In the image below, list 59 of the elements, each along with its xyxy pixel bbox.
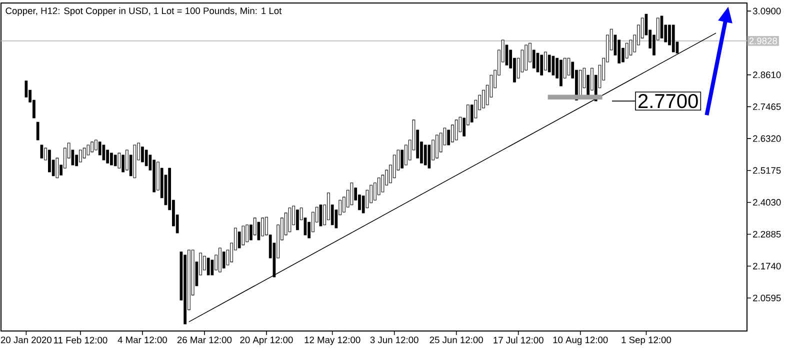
candlestick — [548, 54, 551, 72]
y-tick-label: 3.0900 — [752, 8, 781, 14]
candlestick — [102, 144, 106, 160]
x-tick-label: 11 Feb 12:00 — [54, 336, 108, 344]
ref-line-label: 2.9828 — [749, 38, 778, 44]
y-tick-label: 2.4030 — [753, 199, 781, 206]
candlestick — [141, 146, 144, 162]
y-tick-label: 2.2885 — [753, 230, 781, 238]
candlestick — [40, 144, 44, 158]
candlestick — [660, 16, 664, 38]
candlestick — [567, 58, 570, 76]
x-tick-label: 3 Jun 12:00 — [370, 336, 418, 344]
candlestick — [48, 150, 51, 172]
candlestick — [144, 150, 148, 166]
candlestick — [56, 158, 59, 178]
candlestick — [625, 42, 628, 59]
candlestick — [536, 52, 540, 72]
y-tick-label: 2.6320 — [753, 135, 781, 142]
candlestick — [436, 134, 438, 158]
annotation: 2.7700 — [638, 94, 698, 108]
candlestick — [424, 144, 427, 166]
candlestick — [82, 148, 86, 158]
candlestick — [454, 120, 458, 140]
candlestick — [36, 122, 40, 140]
x-tick-label: 12 May 12:00 — [304, 336, 360, 346]
y-tick-label: 2.1740 — [753, 262, 781, 270]
x-tick-label: 26 Mar 12:00 — [177, 336, 232, 344]
x-tick-label: 4 Mar 12:00 — [118, 336, 167, 344]
x-tick-label: 25 Jun 12:00 — [430, 336, 483, 344]
candlestick — [552, 56, 555, 76]
candlestick — [118, 152, 121, 168]
x-tick-label: 17 Jul 12:00 — [494, 336, 544, 344]
candlestick — [470, 104, 474, 123]
candlestick — [288, 208, 292, 232]
y-tick-label: 2.5175 — [753, 167, 781, 174]
candlestick — [86, 144, 90, 156]
x-tick-label: 20 Jan 2020 — [0, 336, 52, 344]
y-tick-label: 2.8610 — [753, 72, 781, 78]
candlestick — [90, 142, 94, 152]
candlestick — [296, 209, 299, 230]
candlestick — [319, 204, 322, 226]
x-tick-label: 1 Sep 12:00 — [622, 336, 672, 346]
candlestick — [79, 150, 82, 162]
x-tick-label: 10 Aug 12:00 — [553, 336, 608, 346]
candlestick — [246, 224, 249, 242]
candlestick — [261, 218, 264, 236]
y-tick-label: 2.0595 — [753, 294, 781, 302]
candlestick — [114, 154, 117, 166]
candlestick — [218, 248, 222, 272]
candlestick — [350, 182, 354, 206]
candlestick — [110, 152, 113, 166]
candlestick — [222, 252, 226, 268]
y-tick-label: 2.7465 — [753, 103, 781, 110]
candlestick — [242, 226, 245, 246]
candlestick — [206, 258, 210, 276]
x-tick-label: 20 Apr 12:00 — [240, 336, 293, 346]
chart-title: Copper, H12: Spot Copper in USD, 1 Lot = 100 Pounds, Min: 1 Lot — [6, 7, 282, 16]
candlestick — [540, 54, 544, 76]
candlestick — [257, 222, 260, 240]
